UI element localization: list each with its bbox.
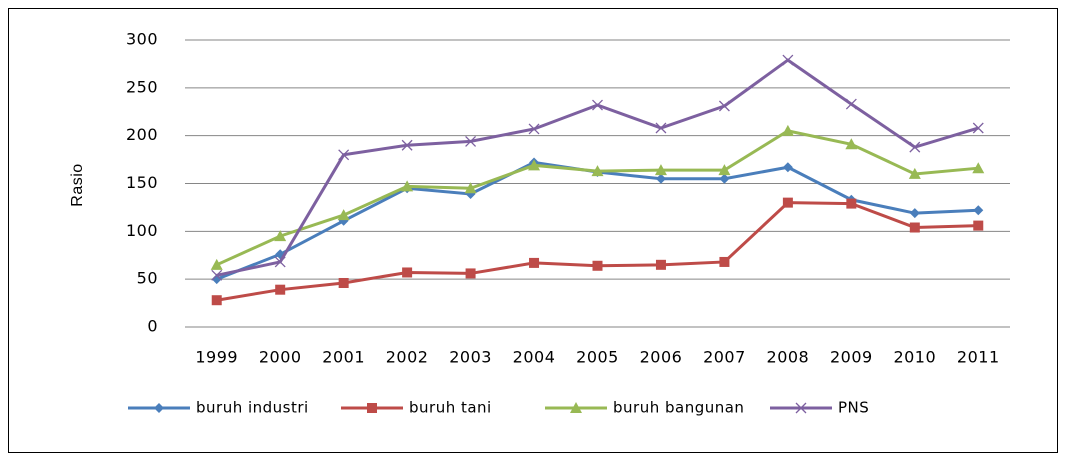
y-tick-label: 300 (126, 30, 158, 49)
marker (338, 277, 349, 288)
marker (274, 230, 287, 242)
marker (972, 122, 984, 134)
marker (781, 124, 794, 136)
marker (591, 165, 604, 177)
marker (570, 402, 582, 413)
marker (655, 173, 666, 184)
marker (464, 182, 477, 194)
marker (973, 205, 984, 216)
marker (154, 403, 164, 413)
marker (367, 403, 377, 413)
x-tick-label: 2006 (640, 348, 683, 367)
y-tick-label: 200 (126, 125, 158, 144)
marker (909, 141, 921, 153)
marker (529, 257, 540, 268)
legend-item: buruh industri (128, 399, 309, 417)
marker (846, 198, 857, 209)
marker (401, 139, 413, 151)
marker (210, 258, 223, 270)
x-tick-label: 2003 (449, 348, 492, 367)
legend-item: buruh tani (341, 399, 492, 417)
marker (465, 135, 477, 147)
marker (528, 123, 540, 135)
marker (782, 162, 793, 173)
x-tick-label: 2008 (767, 348, 810, 367)
y-tick-label: 50 (137, 269, 158, 288)
x-tick-label: 2009 (830, 348, 873, 367)
marker (592, 99, 603, 111)
y-tick-label: 150 (126, 173, 158, 192)
x-tick-label: 2002 (386, 348, 429, 367)
legend-label: PNS (838, 399, 869, 417)
marker (718, 100, 730, 112)
marker (909, 208, 920, 219)
x-tick-label: 2011 (957, 348, 1000, 367)
x-tick-label: 2005 (576, 348, 619, 367)
marker (211, 274, 222, 285)
x-tick-label: 1999 (195, 348, 238, 367)
x-tick-label: 2000 (259, 348, 302, 367)
marker (211, 269, 223, 281)
marker (655, 122, 667, 134)
legend-label: buruh bangunan (613, 399, 744, 417)
marker (337, 209, 350, 221)
marker (528, 159, 541, 171)
marker (654, 164, 667, 176)
marker (211, 295, 222, 306)
marker (338, 149, 350, 161)
x-tick-label: 2010 (893, 348, 936, 367)
marker (719, 173, 730, 184)
x-tick-label: 2001 (322, 348, 365, 367)
marker (973, 220, 984, 231)
legend-item: buruh bangunan (545, 399, 744, 417)
chart-border (8, 8, 1058, 453)
marker (782, 197, 793, 208)
marker (274, 256, 286, 268)
y-tick-label: 100 (126, 221, 158, 240)
marker (402, 267, 413, 278)
marker (908, 167, 921, 179)
marker (655, 259, 666, 270)
x-tick-label: 2007 (703, 348, 746, 367)
y-tick-label: 250 (126, 77, 158, 96)
marker (401, 180, 414, 192)
marker (275, 284, 286, 295)
marker (592, 260, 603, 271)
marker (465, 268, 476, 279)
y-axis-label: Rasio (69, 163, 86, 206)
marker (782, 54, 794, 66)
marker (795, 402, 807, 414)
marker (718, 164, 731, 176)
legend-item: PNS (770, 399, 869, 417)
y-tick-label: 0 (147, 317, 158, 336)
marker (845, 98, 857, 110)
marker (909, 222, 920, 233)
marker (845, 138, 858, 150)
marker (972, 162, 985, 174)
marker (719, 256, 730, 267)
legend-label: buruh industri (196, 399, 309, 417)
x-tick-label: 2004 (513, 348, 556, 367)
legend-label: buruh tani (409, 399, 492, 417)
